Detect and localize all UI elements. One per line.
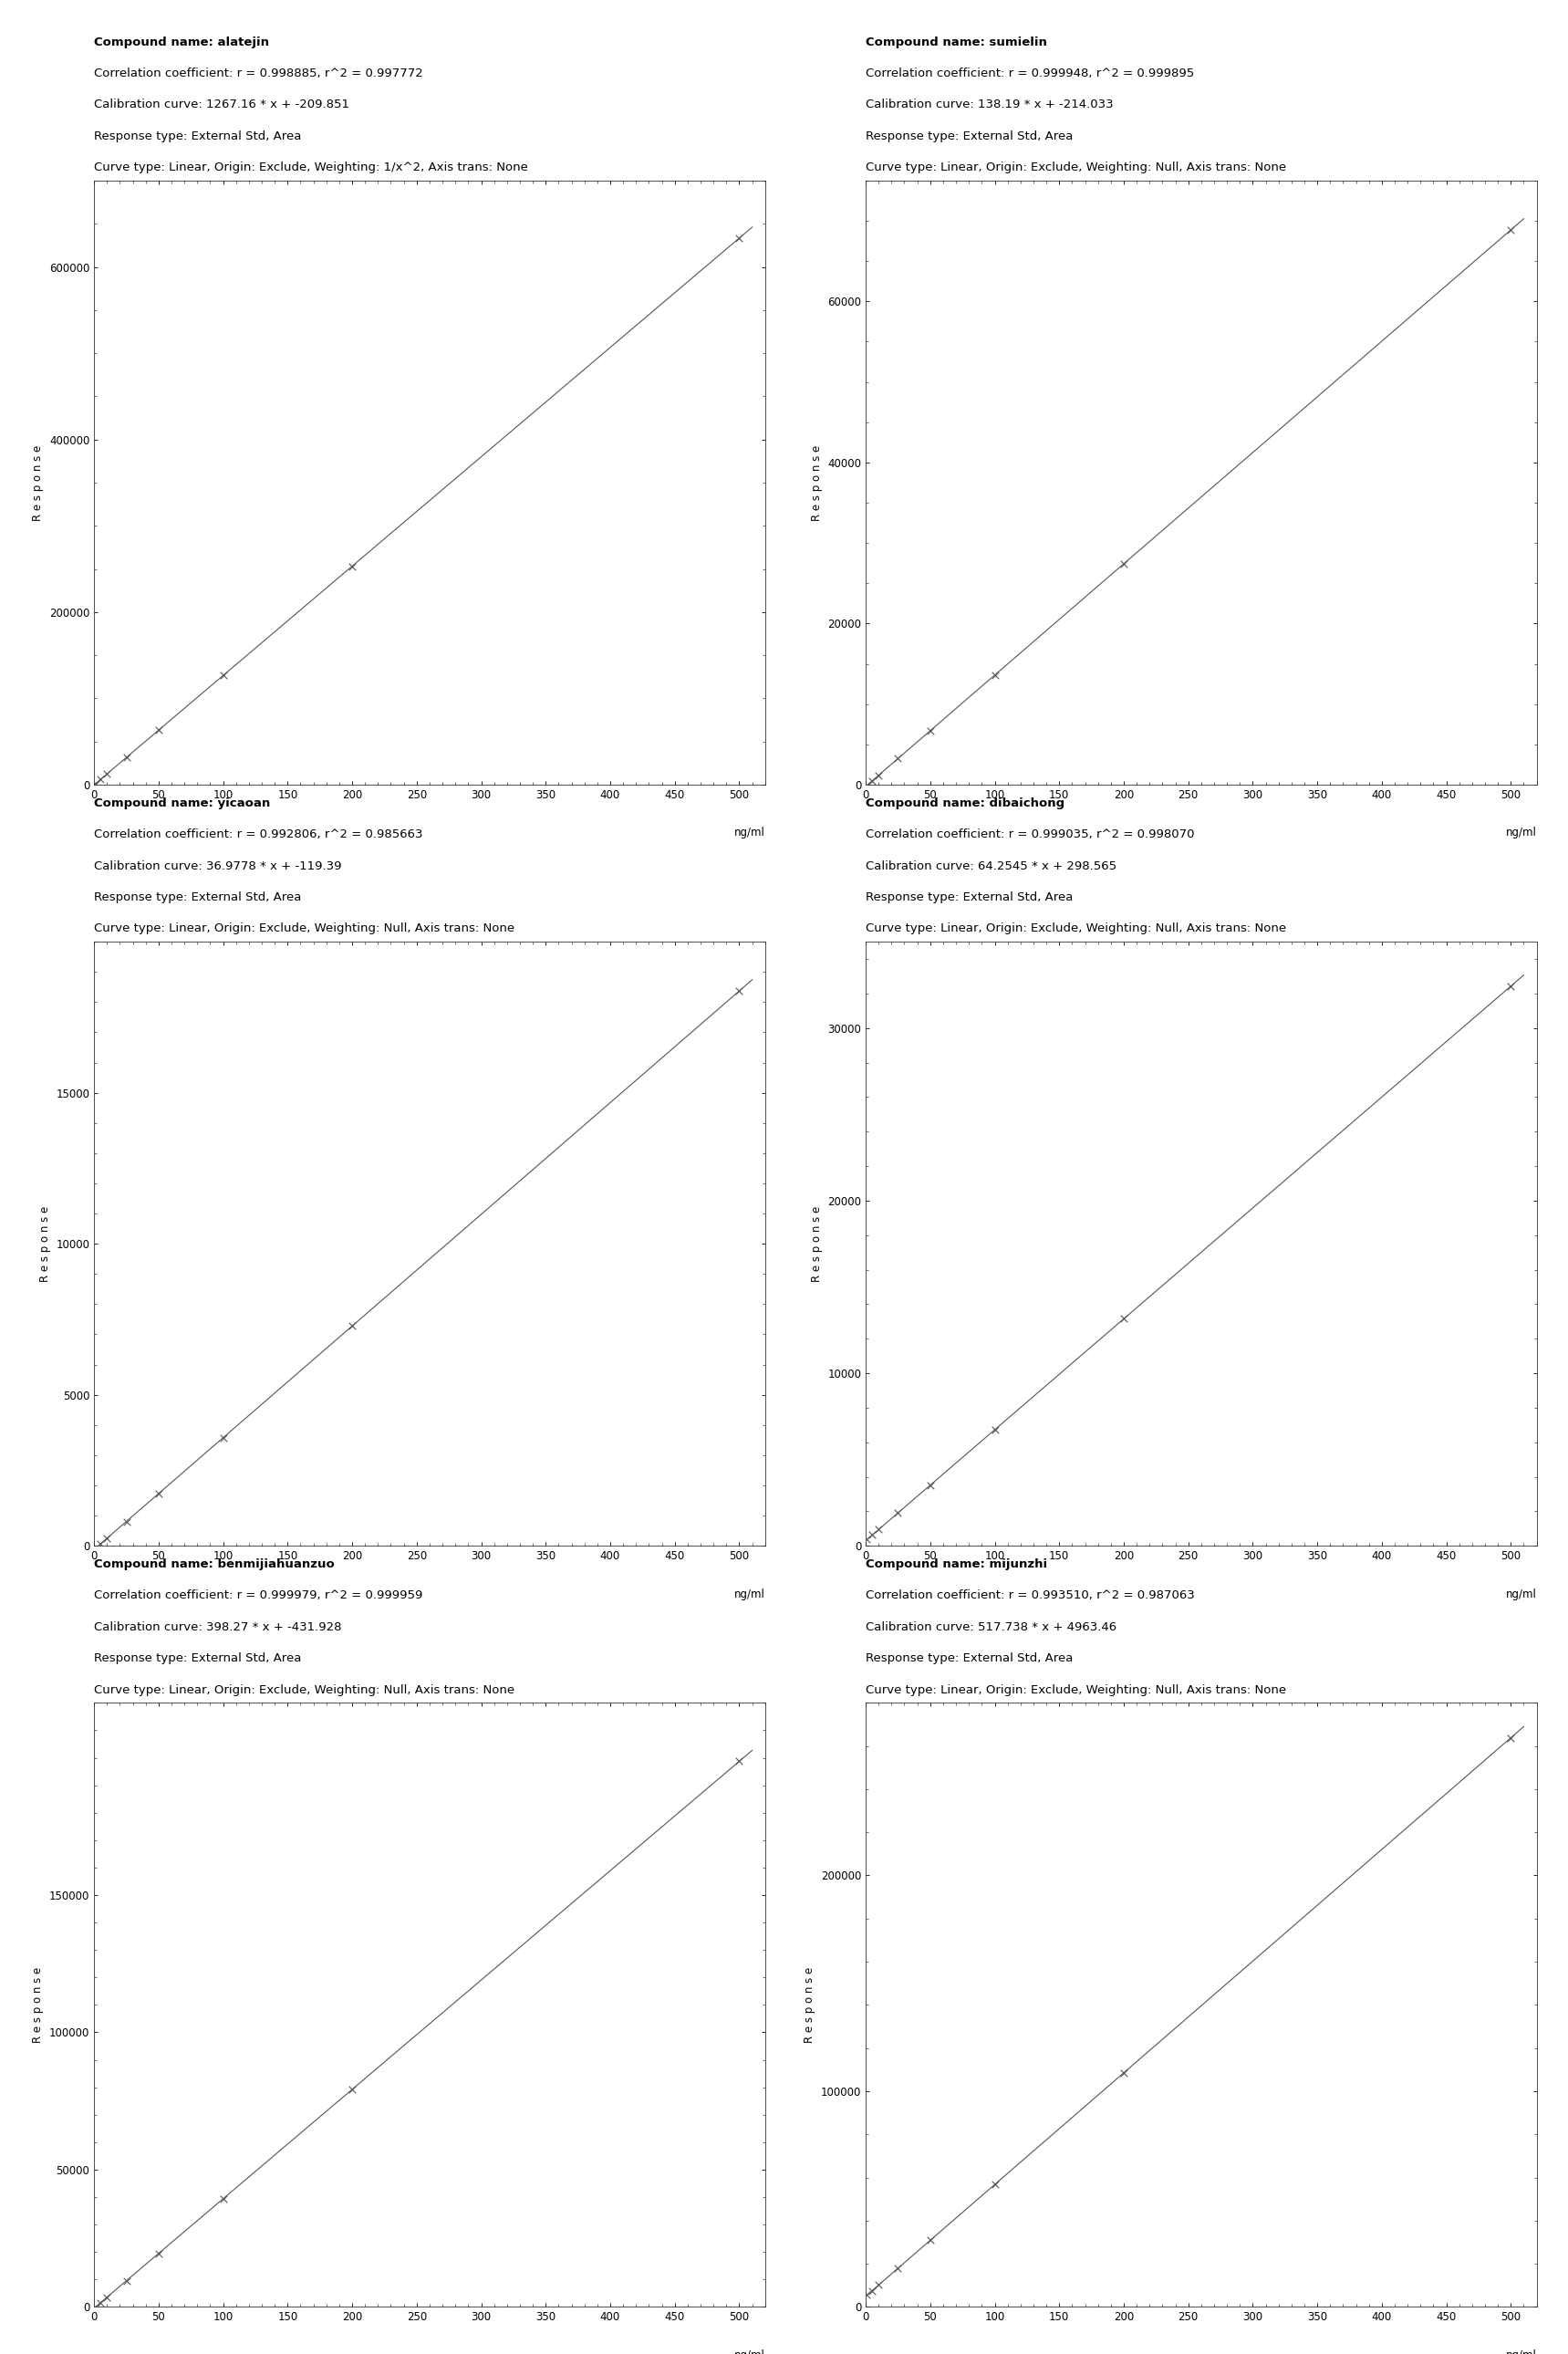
Point xyxy=(917,1467,942,1504)
Text: Curve type: Linear, Origin: Exclude, Weighting: Null, Axis trans: None: Curve type: Linear, Origin: Exclude, Wei… xyxy=(866,162,1286,174)
Point xyxy=(94,1518,119,1556)
Text: Correlation coefficient: r = 0.998885, r^2 = 0.997772: Correlation coefficient: r = 0.998885, r… xyxy=(94,68,423,80)
Point xyxy=(114,2262,140,2300)
Text: ng/ml: ng/ml xyxy=(1505,826,1537,838)
Text: Calibration curve: 398.27 * x + -431.928: Calibration curve: 398.27 * x + -431.928 xyxy=(94,1622,342,1634)
Text: ng/ml: ng/ml xyxy=(734,2349,765,2354)
Point xyxy=(726,1742,751,1780)
Text: Curve type: Linear, Origin: Exclude, Weighting: Null, Axis trans: None: Curve type: Linear, Origin: Exclude, Wei… xyxy=(94,923,514,935)
Point xyxy=(210,1419,235,1457)
Y-axis label: R e s p o n s e: R e s p o n s e xyxy=(33,1968,44,2043)
Point xyxy=(917,2222,942,2260)
Text: Calibration curve: 36.9778 * x + -119.39: Calibration curve: 36.9778 * x + -119.39 xyxy=(94,859,342,871)
Text: Compound name: dibaichong: Compound name: dibaichong xyxy=(866,798,1065,810)
Text: Response type: External Std, Area: Response type: External Std, Area xyxy=(94,892,301,904)
Point xyxy=(83,1530,108,1568)
Text: Correlation coefficient: r = 0.999035, r^2 = 0.998070: Correlation coefficient: r = 0.999035, r… xyxy=(866,829,1195,840)
Text: Curve type: Linear, Origin: Exclude, Weighting: 1/x^2, Axis trans: None: Curve type: Linear, Origin: Exclude, Wei… xyxy=(94,162,528,174)
Text: Curve type: Linear, Origin: Exclude, Weighting: Null, Axis trans: None: Curve type: Linear, Origin: Exclude, Wei… xyxy=(866,923,1286,935)
Text: Correlation coefficient: r = 0.992806, r^2 = 0.985663: Correlation coefficient: r = 0.992806, r… xyxy=(94,829,423,840)
Point xyxy=(855,767,880,805)
Text: Correlation coefficient: r = 0.999948, r^2 = 0.999895: Correlation coefficient: r = 0.999948, r… xyxy=(866,68,1195,80)
Y-axis label: R e s p o n s e: R e s p o n s e xyxy=(33,445,44,520)
Text: ng/ml: ng/ml xyxy=(1505,2349,1537,2354)
Text: Response type: External Std, Area: Response type: External Std, Area xyxy=(94,1653,301,1664)
Point xyxy=(83,2288,108,2326)
Point xyxy=(866,756,891,793)
Text: Compound name: benmijiahuanzuo: Compound name: benmijiahuanzuo xyxy=(94,1558,334,1570)
Y-axis label: R e s p o n s e: R e s p o n s e xyxy=(39,1205,50,1281)
Text: Compound name: alatejin: Compound name: alatejin xyxy=(94,35,270,47)
Point xyxy=(859,2272,884,2309)
Point xyxy=(1499,1718,1524,1756)
Point xyxy=(886,739,911,777)
Point xyxy=(83,765,108,803)
Point xyxy=(114,1502,140,1540)
Point xyxy=(340,2072,365,2109)
Point xyxy=(1112,1299,1137,1337)
Text: ng/ml: ng/ml xyxy=(734,1589,765,1601)
Point xyxy=(726,972,751,1010)
Point xyxy=(1499,967,1524,1005)
Point xyxy=(859,763,884,800)
Text: Calibration curve: 138.19 * x + -214.033: Calibration curve: 138.19 * x + -214.033 xyxy=(866,99,1113,111)
Text: Response type: External Std, Area: Response type: External Std, Area xyxy=(866,129,1073,141)
Point xyxy=(982,2166,1007,2203)
Text: Response type: External Std, Area: Response type: External Std, Area xyxy=(866,892,1073,904)
Text: Calibration curve: 64.2545 * x + 298.565: Calibration curve: 64.2545 * x + 298.565 xyxy=(866,859,1116,871)
Point xyxy=(1112,546,1137,584)
Point xyxy=(982,657,1007,694)
Point xyxy=(340,548,365,586)
Text: Response type: External Std, Area: Response type: External Std, Area xyxy=(866,1653,1073,1664)
Point xyxy=(866,2267,891,2305)
Point xyxy=(982,1410,1007,1448)
Point xyxy=(146,1474,171,1511)
Text: ng/ml: ng/ml xyxy=(734,826,765,838)
Point xyxy=(88,760,113,798)
Point xyxy=(917,711,942,749)
Point xyxy=(726,219,751,257)
Text: Calibration curve: 517.738 * x + 4963.46: Calibration curve: 517.738 * x + 4963.46 xyxy=(866,1622,1116,1634)
Point xyxy=(210,657,235,694)
Point xyxy=(114,739,140,777)
Text: Compound name: mijunzhi: Compound name: mijunzhi xyxy=(866,1558,1047,1570)
Point xyxy=(886,1495,911,1532)
Text: Compound name: sumielin: Compound name: sumielin xyxy=(866,35,1047,47)
Point xyxy=(94,756,119,793)
Point xyxy=(859,1516,884,1554)
Y-axis label: R e s p o n s e: R e s p o n s e xyxy=(811,445,823,520)
Point xyxy=(88,2283,113,2321)
Point xyxy=(1112,2055,1137,2093)
Point xyxy=(1499,212,1524,250)
Point xyxy=(146,711,171,749)
Point xyxy=(886,2250,911,2288)
Y-axis label: R e s p o n s e: R e s p o n s e xyxy=(811,1205,823,1281)
Text: Curve type: Linear, Origin: Exclude, Weighting: Null, Axis trans: None: Curve type: Linear, Origin: Exclude, Wei… xyxy=(866,1683,1286,1695)
Text: ng/ml: ng/ml xyxy=(1505,1589,1537,1601)
Y-axis label: R e s p o n s e: R e s p o n s e xyxy=(804,1968,815,2043)
Point xyxy=(210,2180,235,2217)
Point xyxy=(855,2276,880,2314)
Point xyxy=(88,1525,113,1563)
Point xyxy=(855,1521,880,1558)
Text: Response type: External Std, Area: Response type: External Std, Area xyxy=(94,129,301,141)
Text: Correlation coefficient: r = 0.993510, r^2 = 0.987063: Correlation coefficient: r = 0.993510, r… xyxy=(866,1589,1195,1601)
Point xyxy=(94,2279,119,2316)
Point xyxy=(866,1511,891,1549)
Text: Curve type: Linear, Origin: Exclude, Weighting: Null, Axis trans: None: Curve type: Linear, Origin: Exclude, Wei… xyxy=(94,1683,514,1695)
Text: Calibration curve: 1267.16 * x + -209.851: Calibration curve: 1267.16 * x + -209.85… xyxy=(94,99,350,111)
Point xyxy=(146,2234,171,2272)
Text: Correlation coefficient: r = 0.999979, r^2 = 0.999959: Correlation coefficient: r = 0.999979, r… xyxy=(94,1589,423,1601)
Point xyxy=(340,1306,365,1344)
Text: Compound name: yicaoan: Compound name: yicaoan xyxy=(94,798,270,810)
